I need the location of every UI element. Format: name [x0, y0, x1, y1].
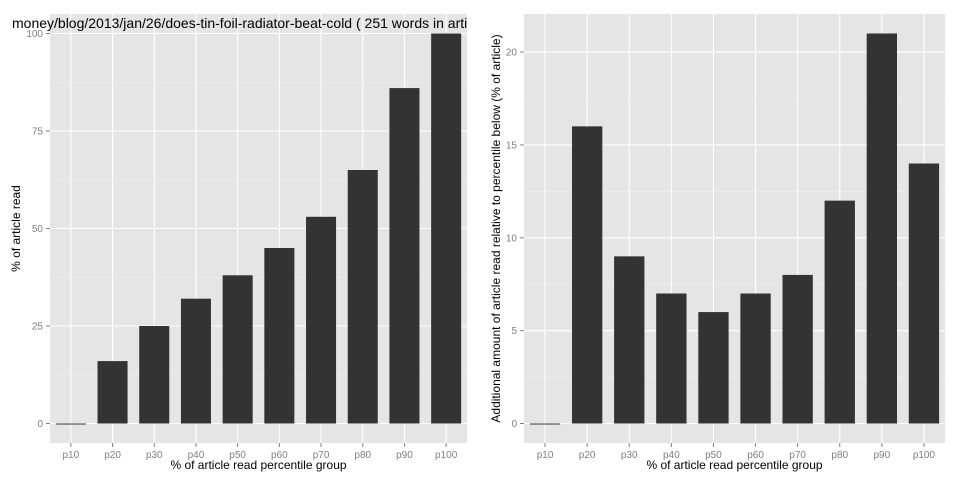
x-tick-label: p50: [705, 450, 722, 461]
y-axis-title: Additional amount of article read relati…: [489, 34, 503, 422]
x-tick-label: p30: [146, 450, 163, 461]
x-tick-label: p50: [229, 450, 246, 461]
bar-p90: [866, 33, 898, 424]
bar-p10: [55, 423, 86, 425]
x-tick-label: p40: [663, 450, 680, 461]
x-tick-label: p90: [874, 450, 891, 461]
bar-p40: [656, 293, 687, 424]
x-tick-label: p20: [104, 450, 121, 461]
chart-panel-1: 0 25 50 75 100 p10 p20 p30 p40 p50 p60 p70 p80 p90 p10…: [9, 14, 467, 472]
bar-p50: [698, 312, 729, 424]
bar-p100: [431, 33, 462, 424]
y-tick-label: 25: [32, 322, 44, 333]
y-tick-label: 10: [506, 233, 518, 244]
x-tick-label: p20: [579, 450, 596, 461]
y-tick-label: 15: [506, 140, 518, 151]
x-tick-label: p30: [621, 450, 638, 461]
y-tick-label: 100: [26, 29, 43, 40]
x-tick-label: p10: [537, 450, 554, 461]
x-tick-label: p70: [789, 450, 806, 461]
y-tick-label: 20: [506, 48, 518, 59]
bar-p30: [139, 326, 170, 424]
x-tick-label: p10: [63, 450, 80, 461]
bar-p30: [614, 256, 645, 424]
y-tick-label: 50: [32, 224, 44, 235]
y-axis-title: % of article read: [9, 185, 23, 272]
bar-p40: [180, 298, 211, 424]
x-tick-label: p70: [313, 450, 330, 461]
bar-p60: [264, 248, 295, 424]
x-tick-label: p60: [747, 450, 764, 461]
bar-p70: [306, 216, 337, 424]
x-tick-label: p80: [354, 450, 371, 461]
x-axis-title: % of article read percentile group: [170, 458, 346, 472]
bar-p20: [97, 361, 128, 424]
y-tick-label: 75: [32, 127, 44, 138]
bar-p60: [740, 293, 771, 424]
bar-p20: [571, 126, 603, 424]
y-tick-label: 5: [511, 326, 517, 337]
bar-p10: [529, 423, 561, 425]
x-tick-label: p100: [913, 450, 936, 461]
x-tick-label: p40: [188, 450, 205, 461]
bar-p90: [389, 88, 420, 424]
x-axis-title: % of article read percentile group: [646, 458, 822, 472]
plot-title: money/blog/2013/jan/26/does-tin-foil-rad…: [12, 15, 467, 31]
y-tick-label: 0: [37, 419, 43, 430]
chart-panel-2: 0 5 10 15 20 p10 p20 p30 p40 p50 p60 p70 p80 p90 p100%…: [489, 14, 945, 472]
bar-p80: [347, 170, 378, 424]
y-tick-label: 0: [511, 419, 517, 430]
bar-p80: [824, 200, 855, 424]
bar-p100: [908, 163, 940, 424]
x-tick-label: p60: [271, 450, 288, 461]
x-tick-label: p100: [435, 450, 458, 461]
bar-p50: [222, 275, 253, 424]
x-tick-label: p80: [831, 450, 848, 461]
bar-p70: [782, 274, 813, 424]
x-tick-label: p90: [396, 450, 413, 461]
